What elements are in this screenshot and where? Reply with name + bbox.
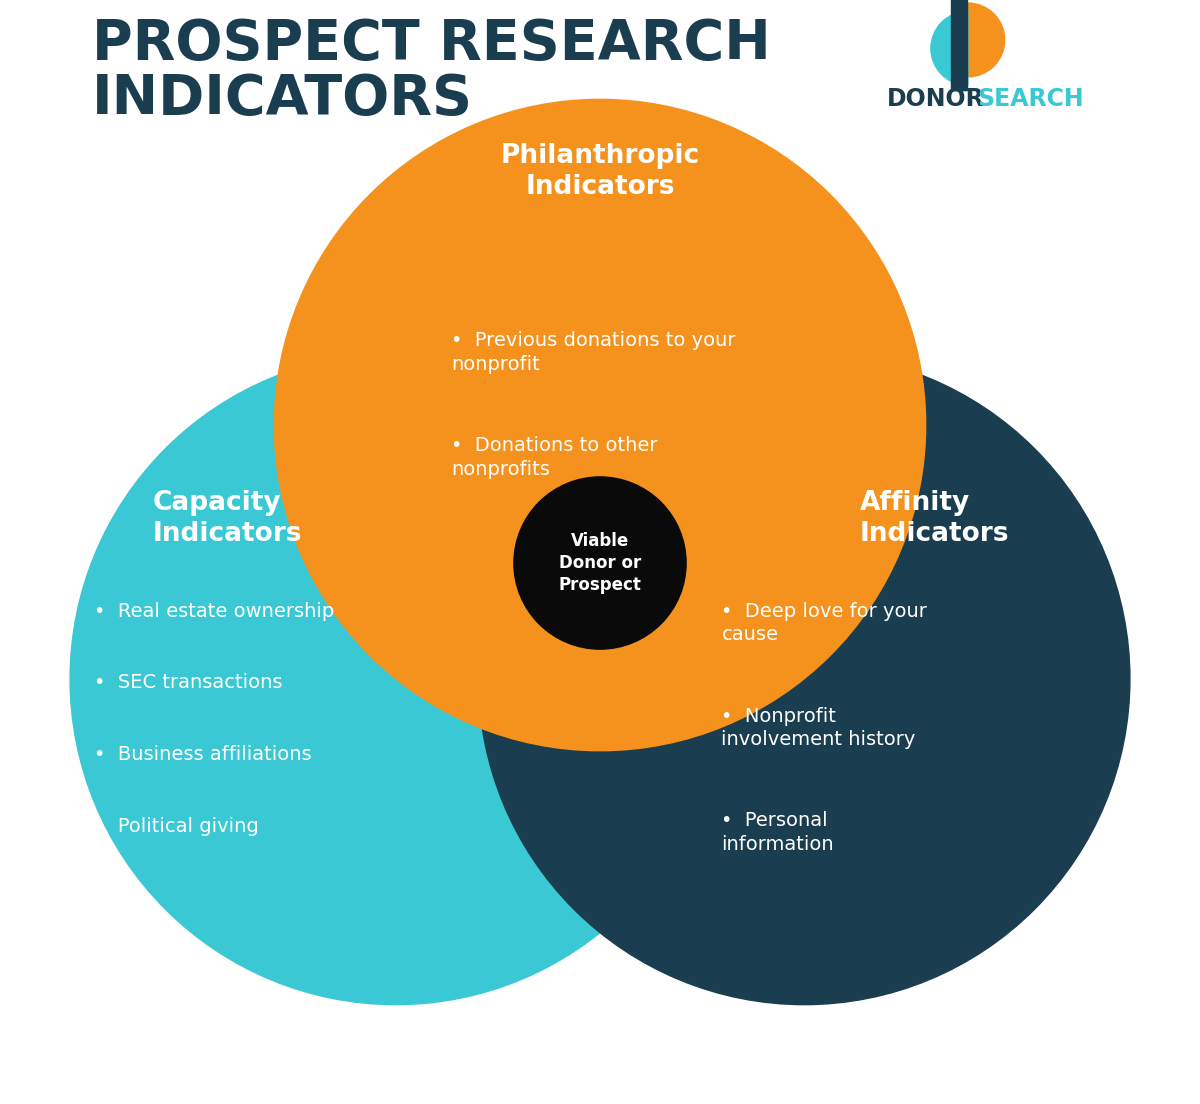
Wedge shape [968,3,1004,77]
Text: •  Deep love for your
cause: • Deep love for your cause [721,602,928,644]
Text: •  Donations to other
nonprofits: • Donations to other nonprofits [451,436,658,478]
Text: DONOR: DONOR [887,87,985,112]
Bar [953,0,967,91]
Circle shape [275,99,925,751]
Text: •  Previous donations to your
nonprofit: • Previous donations to your nonprofit [451,331,736,373]
Text: •  Real estate ownership: • Real estate ownership [95,602,335,620]
Text: •  Nonprofit
involvement history: • Nonprofit involvement history [721,707,916,749]
Text: INDICATORS: INDICATORS [92,72,473,126]
Text: •  SEC transactions: • SEC transactions [95,673,283,692]
Circle shape [514,477,686,649]
Bar [952,0,966,91]
Text: •  Personal
information: • Personal information [721,811,834,853]
Text: Affinity
Indicators: Affinity Indicators [859,490,1009,548]
Text: Capacity
Indicators: Capacity Indicators [152,490,302,548]
Text: •  Business affiliations: • Business affiliations [95,745,312,764]
Circle shape [70,353,721,1005]
Text: PROSPECT RESEARCH: PROSPECT RESEARCH [92,17,770,71]
Text: Viable
Donor or
Prospect: Viable Donor or Prospect [558,532,642,594]
Text: •  Political giving: • Political giving [95,817,259,836]
Text: SEARCH: SEARCH [978,87,1084,112]
Text: Philanthropic
Indicators: Philanthropic Indicators [500,142,700,200]
Wedge shape [931,11,968,85]
Circle shape [479,353,1130,1005]
